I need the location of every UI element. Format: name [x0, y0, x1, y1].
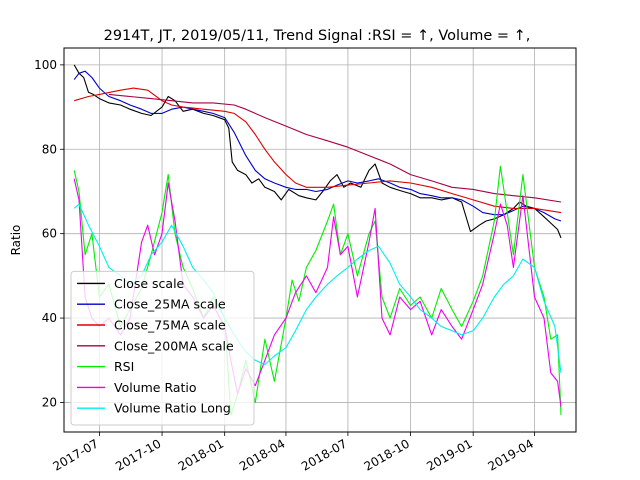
- chart-title: 2914T, JT, 2019/05/11, Trend Signal :RSI…: [104, 28, 531, 44]
- legend-label: RSI: [114, 359, 134, 374]
- legend-label: Volume Ratio Long: [114, 401, 231, 416]
- legend-label: Close scale: [114, 276, 185, 291]
- legend-label: Close_25MA scale: [114, 297, 226, 312]
- y-tick-label: 100: [34, 58, 57, 72]
- series-line-close-75ma-scale: [74, 87, 562, 214]
- legend-box: [70, 270, 255, 426]
- series-line-close-scale: [73, 64, 562, 239]
- series-layer: [73, 64, 562, 416]
- series-line-rsi: [73, 165, 562, 416]
- y-tick-label: 40: [42, 311, 57, 325]
- y-tick-label: 60: [42, 227, 57, 241]
- series-line-volume-ratio-long: [73, 203, 562, 373]
- y-tick-label: 20: [42, 395, 57, 409]
- y-axis-label: Ratio: [9, 225, 23, 256]
- legend-label: Close_75MA scale: [114, 318, 226, 333]
- legend-label: Volume Ratio: [114, 380, 197, 395]
- y-tick-label: 80: [42, 142, 57, 156]
- series-line-close-200ma-scale: [108, 93, 562, 203]
- legend: Close scale Close_25MA scale Close_75MA sc…: [70, 270, 255, 426]
- legend-label: Close_200MA scale: [114, 338, 234, 353]
- plot-frame: [63, 47, 577, 433]
- series-line-volume-ratio: [73, 178, 562, 407]
- grid: [64, 48, 576, 432]
- series-line-close-25ma-scale: [73, 70, 562, 222]
